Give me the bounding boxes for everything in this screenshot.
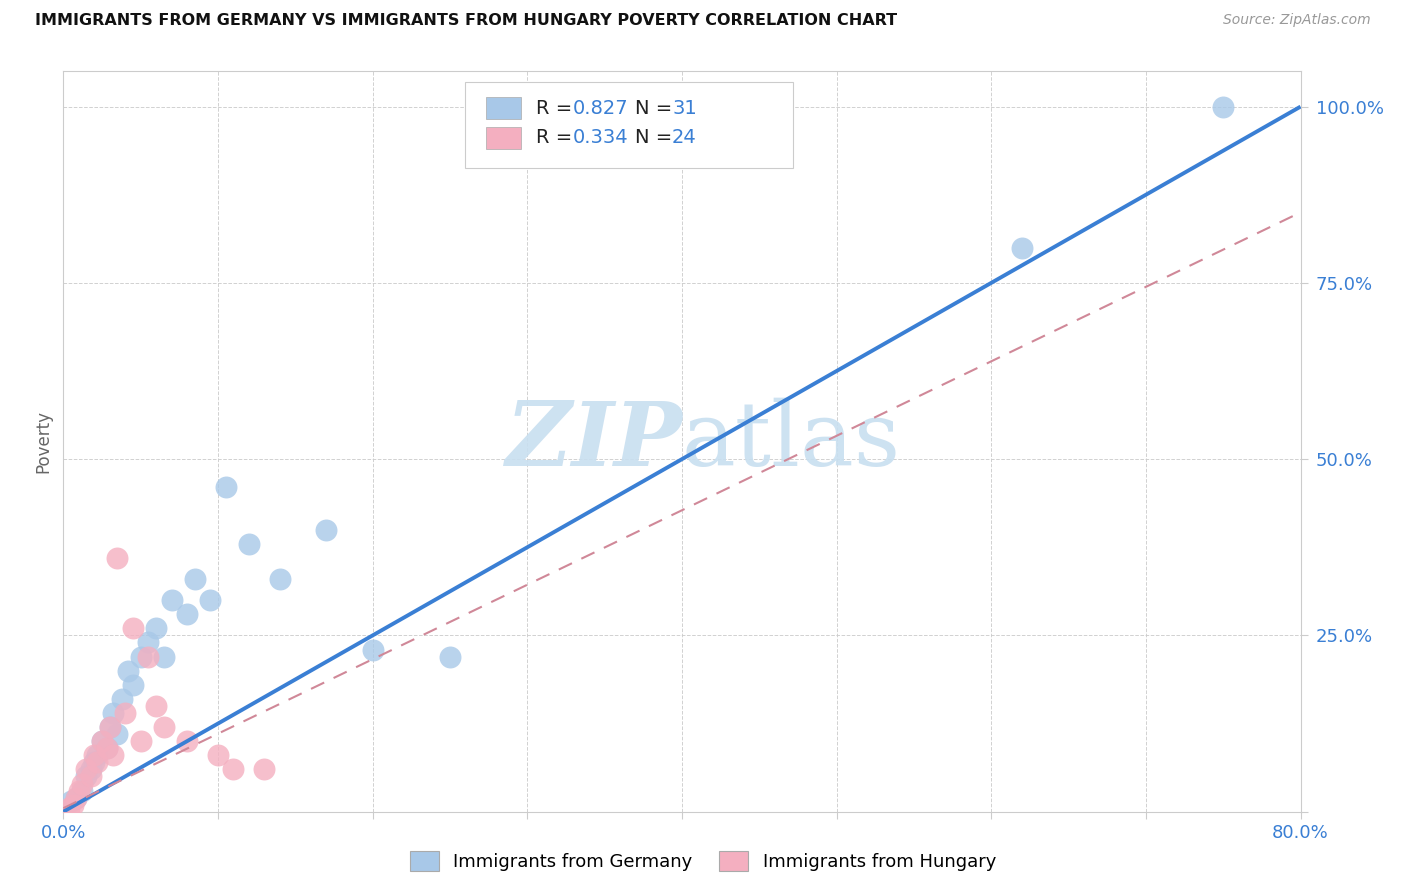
Point	[114, 706, 136, 720]
Point	[107, 727, 129, 741]
Point	[214, 480, 236, 494]
Point	[76, 763, 98, 777]
Point	[361, 642, 384, 657]
Text: 0.827: 0.827	[574, 99, 628, 118]
Point	[138, 635, 160, 649]
Point	[129, 734, 152, 748]
Point	[65, 790, 87, 805]
Legend: Immigrants from Germany, Immigrants from Hungary: Immigrants from Germany, Immigrants from…	[402, 844, 1004, 879]
Point	[200, 593, 222, 607]
Point	[101, 748, 124, 763]
Point	[58, 801, 80, 815]
Point	[96, 741, 118, 756]
Point	[129, 649, 152, 664]
Point	[315, 523, 337, 537]
Point	[138, 649, 160, 664]
Point	[176, 734, 198, 748]
Point	[107, 550, 129, 565]
Point	[176, 607, 198, 622]
Point	[145, 621, 167, 635]
Point	[117, 664, 139, 678]
Text: 0.334: 0.334	[574, 128, 628, 147]
Point	[83, 756, 105, 770]
Text: atlas: atlas	[682, 398, 901, 485]
Point	[152, 649, 174, 664]
Text: R =: R =	[536, 128, 578, 147]
Y-axis label: Poverty: Poverty	[34, 410, 52, 473]
Point	[207, 748, 229, 763]
Point	[70, 776, 93, 790]
FancyBboxPatch shape	[486, 97, 522, 120]
Point	[96, 741, 118, 756]
Text: N =: N =	[636, 99, 678, 118]
Point	[98, 720, 121, 734]
Text: R =: R =	[536, 99, 578, 118]
Point	[86, 748, 108, 763]
Point	[269, 572, 291, 586]
FancyBboxPatch shape	[486, 127, 522, 149]
Point	[111, 692, 134, 706]
Point	[121, 678, 145, 692]
Point	[90, 734, 114, 748]
Point	[98, 720, 121, 734]
Point	[76, 769, 98, 783]
Point	[183, 572, 207, 586]
Point	[70, 783, 93, 797]
Point	[121, 621, 145, 635]
Point	[67, 783, 90, 797]
Point	[59, 794, 82, 808]
Point	[222, 763, 245, 777]
Point	[80, 763, 103, 777]
Point	[86, 756, 108, 770]
Point	[238, 537, 260, 551]
Point	[101, 706, 124, 720]
Text: ZIP: ZIP	[506, 399, 682, 484]
Point	[160, 593, 183, 607]
Point	[83, 748, 105, 763]
Text: Source: ZipAtlas.com: Source: ZipAtlas.com	[1223, 13, 1371, 28]
Text: 24: 24	[672, 128, 697, 147]
Text: IMMIGRANTS FROM GERMANY VS IMMIGRANTS FROM HUNGARY POVERTY CORRELATION CHART: IMMIGRANTS FROM GERMANY VS IMMIGRANTS FR…	[35, 13, 897, 29]
Point	[1011, 241, 1033, 255]
Point	[80, 769, 103, 783]
Point	[65, 790, 87, 805]
Point	[145, 698, 167, 713]
Point	[152, 720, 174, 734]
Point	[1212, 100, 1234, 114]
Point	[62, 797, 84, 812]
Point	[90, 734, 114, 748]
Point	[253, 763, 276, 777]
FancyBboxPatch shape	[465, 82, 793, 168]
Text: N =: N =	[636, 128, 678, 147]
Text: 31: 31	[672, 99, 697, 118]
Point	[439, 649, 461, 664]
